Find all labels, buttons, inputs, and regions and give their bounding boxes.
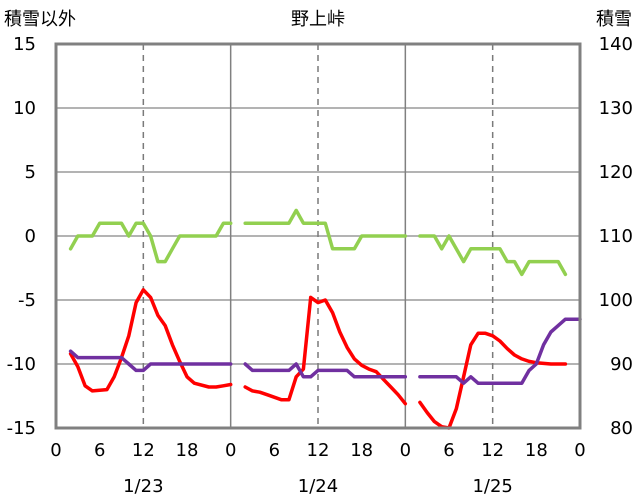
right-tick-label: 140 [599, 34, 633, 55]
left-tick-label: -5 [18, 290, 36, 311]
right-tick-label: 130 [599, 98, 633, 119]
right-tick-label: 80 [610, 418, 633, 439]
left-tick-label: 5 [25, 162, 36, 183]
x-tick-label: 18 [176, 440, 199, 461]
date-label: 1/25 [472, 476, 512, 497]
series-line-green [243, 208, 408, 251]
left-tick-label: 10 [13, 98, 36, 119]
left-tick-label: 15 [13, 34, 36, 55]
x-tick-label: 6 [269, 440, 280, 461]
series-line-red [243, 295, 408, 406]
plot-frame [54, 42, 582, 430]
x-tick-label: 6 [443, 440, 454, 461]
series-line-green [68, 221, 233, 264]
x-tick-label: 18 [350, 440, 373, 461]
x-tick-label: 0 [225, 440, 236, 461]
series-line-purple [68, 349, 233, 373]
left-axis-title: 積雪以外 [4, 9, 76, 30]
right-tick-label: 100 [599, 290, 633, 311]
right-tick-label: 90 [610, 354, 633, 375]
series-line-purple [243, 362, 408, 379]
left-tick-label: -15 [7, 418, 36, 439]
x-tick-label: 12 [132, 440, 155, 461]
date-label: 1/24 [298, 476, 338, 497]
left-tick-label: -10 [7, 354, 36, 375]
x-tick-label: 0 [50, 440, 61, 461]
x-tick-label: 18 [525, 440, 548, 461]
right-axis-title: 積雪 [596, 9, 632, 30]
x-tick-label: 12 [307, 440, 330, 461]
x-tick-label: 6 [94, 440, 105, 461]
x-tick-label: 12 [481, 440, 504, 461]
series-line-purple [418, 317, 582, 385]
series-line-green [418, 234, 568, 277]
left-tick-label: 0 [25, 226, 36, 247]
x-tick-label: 0 [400, 440, 411, 461]
date-label: 1/23 [123, 476, 163, 497]
right-tick-label: 120 [599, 162, 633, 183]
x-tick-label: 0 [574, 440, 585, 461]
chart-title: 野上峠 [291, 9, 345, 30]
grid [56, 44, 580, 428]
series-line-red [68, 288, 233, 393]
series-group [68, 208, 582, 430]
right-tick-label: 110 [599, 226, 633, 247]
